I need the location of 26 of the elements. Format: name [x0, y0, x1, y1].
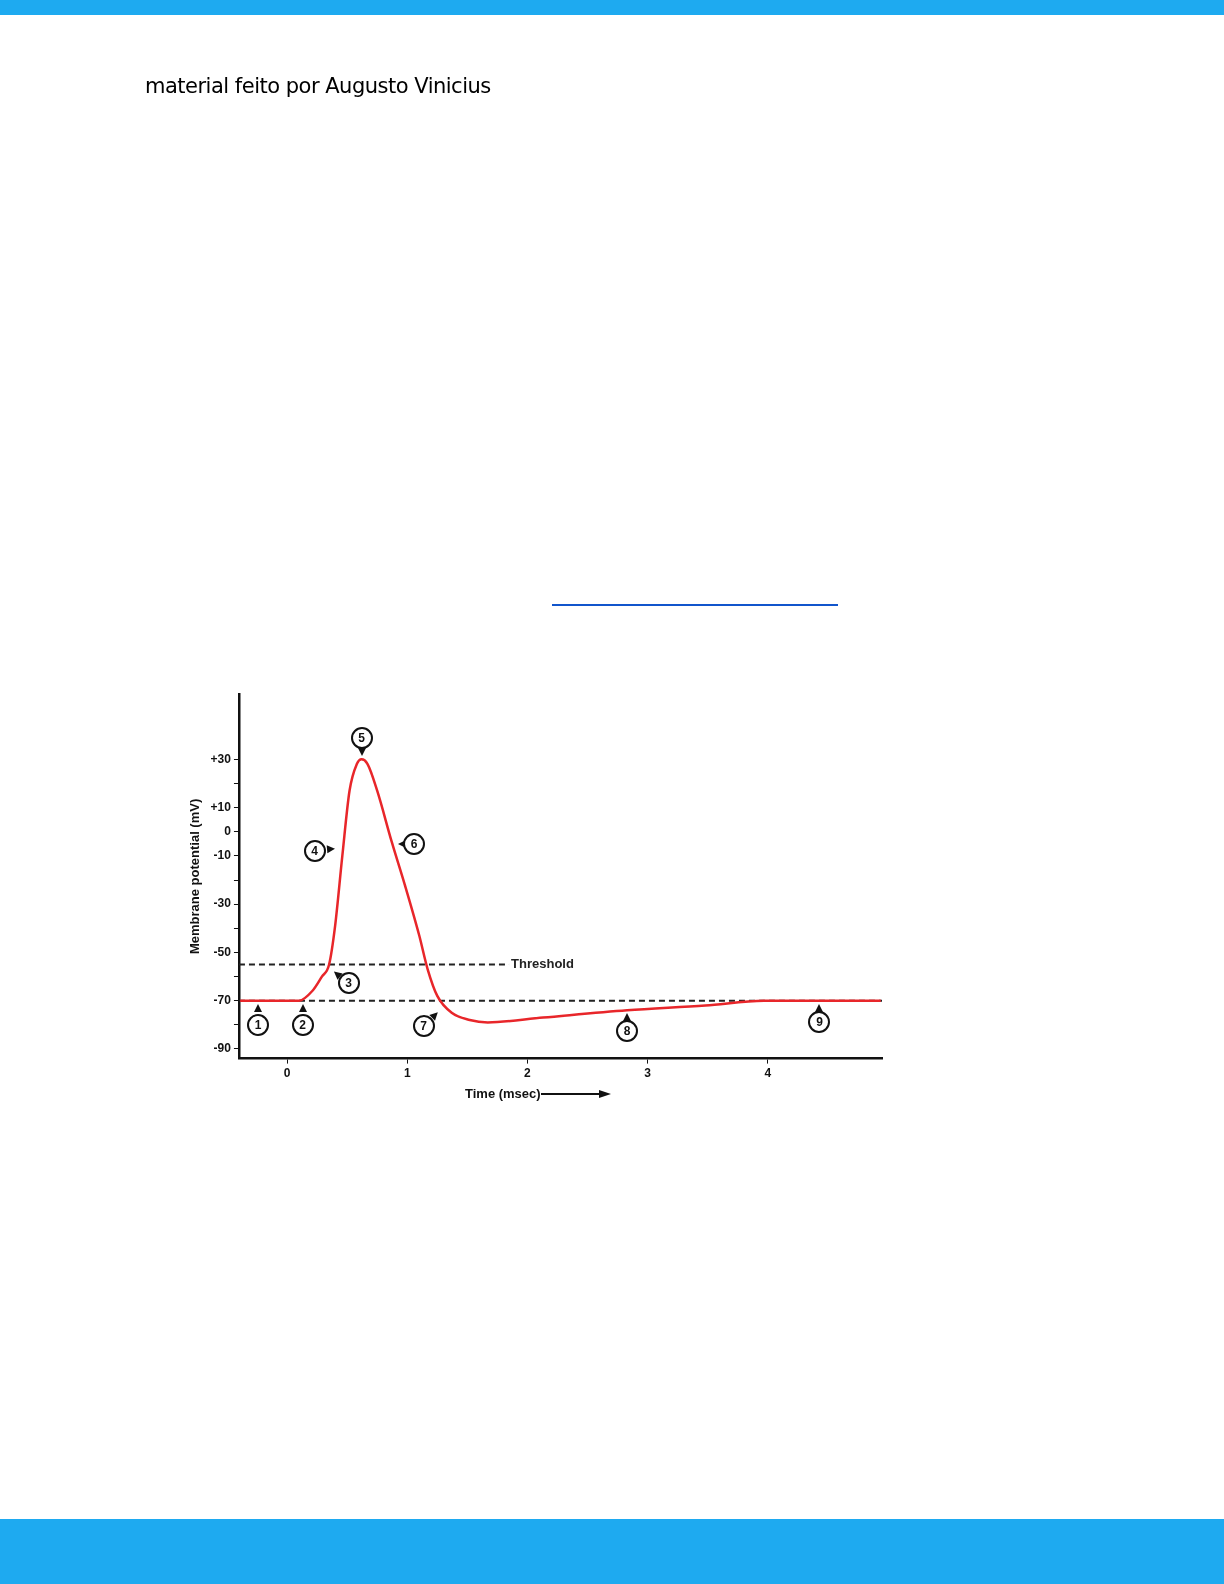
annotation: 8 — [616, 1020, 639, 1043]
annotation: 5 — [350, 727, 373, 750]
y-tick-label: +30 — [210, 751, 232, 766]
x-tick-label: 0 — [283, 1066, 291, 1081]
y-tick-label: -90 — [213, 1041, 232, 1056]
x-tick-label: 2 — [524, 1066, 532, 1081]
y-tick-label: 0 — [224, 824, 232, 839]
y-tick-label: -30 — [213, 896, 232, 911]
chart-title: material feito por Augusto Vinicius — [145, 74, 491, 98]
y-tick-label: -70 — [213, 992, 232, 1007]
y-tick-label: -10 — [213, 848, 232, 863]
x-tick-label: 4 — [764, 1066, 772, 1081]
annotation: 2 — [291, 1013, 314, 1036]
x-tick-label: 1 — [403, 1066, 411, 1081]
annotation: 6 — [403, 832, 426, 855]
y-tick-label: -50 — [213, 944, 232, 959]
y-tick-label: +10 — [210, 799, 232, 814]
annotation: 9 — [808, 1010, 831, 1033]
annotation: 7 — [412, 1015, 435, 1038]
ref-line-label: Threshold — [511, 956, 574, 972]
x-axis-title: Time (msec) — [465, 1086, 541, 1101]
annotation: 4 — [303, 839, 326, 862]
y-axis-title: Membrane potential (mV) — [187, 798, 203, 955]
x-tick-label: 3 — [644, 1066, 652, 1081]
annotation: 1 — [247, 1013, 270, 1036]
annotation: 3 — [337, 972, 360, 995]
